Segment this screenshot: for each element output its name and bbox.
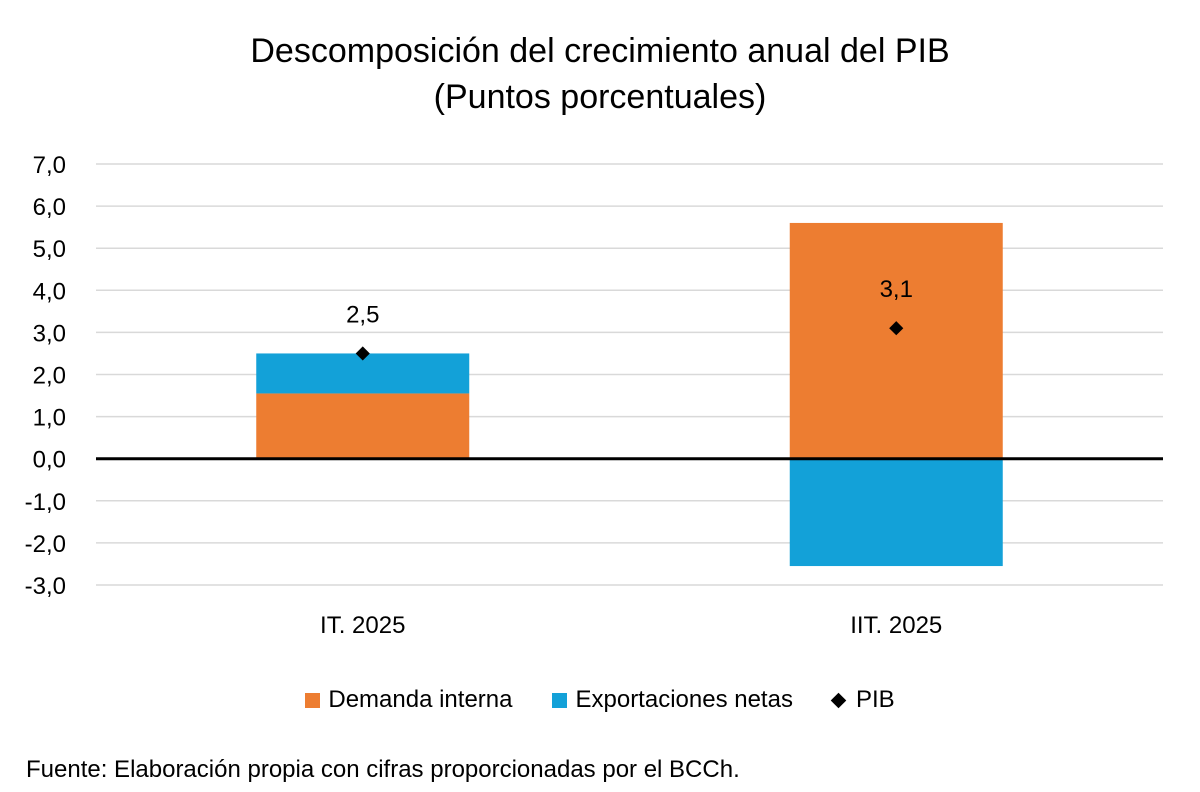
pib-marker: [889, 321, 904, 336]
y-tick-label: -1,0: [25, 489, 66, 516]
y-tick-label: 0,0: [33, 447, 66, 474]
chart-subtitle: (Puntos porcentuales): [433, 78, 767, 116]
chart-title: Descomposición del crecimiento anual del…: [0, 28, 1200, 120]
y-tick-label: 4,0: [33, 278, 66, 305]
y-tick-label: -3,0: [25, 573, 66, 600]
bar-segment: [256, 393, 470, 459]
legend-diamond-icon: [830, 692, 847, 708]
legend-item-pib: PIB: [830, 686, 895, 714]
y-tick-label: 3,0: [33, 320, 66, 347]
source-note: Fuente: Elaboración propia con cifras pr…: [26, 756, 740, 783]
chart-title-main: Descomposición del crecimiento anual del…: [250, 32, 950, 70]
legend-label-pib: PIB: [855, 686, 895, 713]
x-tick-label: IT. 2025: [320, 612, 405, 639]
legend-swatch-demanda: [305, 692, 321, 708]
bar-segment: [789, 458, 1003, 567]
grid-lines: [96, 163, 1163, 586]
legend-label-exportaciones: Exportaciones netas: [575, 686, 793, 713]
legend: Demanda interna Exportaciones netas PIB: [0, 686, 1200, 714]
y-tick-label: 2,0: [33, 363, 66, 390]
bars: [256, 222, 1003, 567]
pib-data-label: 3,1: [880, 276, 913, 303]
y-tick-label: 6,0: [33, 194, 66, 221]
y-tick-label: 7,0: [33, 152, 66, 179]
pib-data-label: 2,5: [346, 301, 379, 328]
pib-marker: [355, 346, 370, 361]
y-tick-label: -2,0: [25, 531, 66, 558]
legend-swatch-exportaciones: [552, 692, 568, 708]
x-axis-ticks: IT. 2025 IIT. 2025: [320, 612, 942, 639]
pib-markers: 2,5 3,1: [346, 276, 913, 361]
y-axis-ticks: 7,0 6,0 5,0 4,0 3,0 2,0 1,0 0,0 -1,0 -2,0 -3,0: [25, 152, 66, 600]
y-tick-label: 5,0: [33, 236, 66, 263]
y-tick-label: 1,0: [33, 405, 66, 432]
legend-item-demanda: Demanda interna: [305, 686, 512, 714]
bar-segment: [789, 222, 1003, 459]
legend-label-demanda: Demanda interna: [328, 686, 513, 713]
x-tick-label: IIT. 2025: [850, 612, 942, 639]
legend-item-exportaciones: Exportaciones netas: [552, 686, 793, 714]
